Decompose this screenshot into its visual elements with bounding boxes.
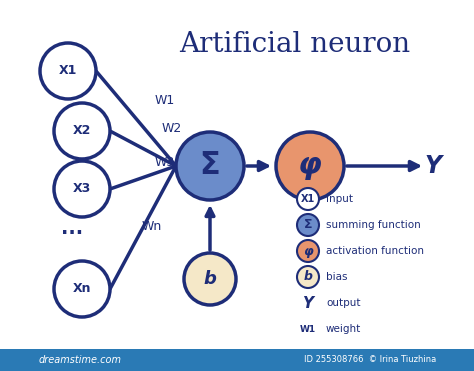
Text: X1: X1 [301, 194, 315, 204]
Text: Artificial neuron: Artificial neuron [180, 31, 410, 58]
Text: weight: weight [326, 324, 361, 334]
Text: Σ: Σ [200, 151, 220, 181]
Text: ···: ··· [61, 223, 83, 243]
Ellipse shape [54, 103, 110, 159]
Text: output: output [326, 298, 361, 308]
Ellipse shape [297, 266, 319, 288]
Text: summing function: summing function [326, 220, 421, 230]
Text: activation function: activation function [326, 246, 424, 256]
Text: b: b [303, 270, 312, 283]
Text: W1: W1 [300, 325, 316, 334]
Text: φ: φ [303, 244, 313, 257]
Text: input: input [326, 194, 353, 204]
Text: φ: φ [298, 151, 322, 181]
Text: W1: W1 [155, 95, 175, 108]
Text: Wn: Wn [142, 220, 162, 233]
Text: X2: X2 [73, 125, 91, 138]
Ellipse shape [54, 161, 110, 217]
Ellipse shape [297, 188, 319, 210]
Text: Y: Y [424, 154, 442, 178]
Text: W2: W2 [162, 122, 182, 135]
Text: Σ: Σ [304, 219, 312, 232]
Ellipse shape [176, 132, 244, 200]
Ellipse shape [184, 253, 236, 305]
Text: X1: X1 [59, 65, 77, 78]
Text: X3: X3 [73, 183, 91, 196]
Ellipse shape [297, 214, 319, 236]
Ellipse shape [276, 132, 344, 200]
Ellipse shape [40, 43, 96, 99]
Text: W3: W3 [155, 157, 175, 170]
Text: Xn: Xn [73, 282, 91, 295]
Text: Y: Y [302, 295, 313, 311]
Text: dreamstime.com: dreamstime.com [38, 355, 121, 365]
Text: bias: bias [326, 272, 347, 282]
FancyBboxPatch shape [0, 349, 474, 371]
Text: b: b [203, 270, 217, 288]
Ellipse shape [297, 240, 319, 262]
Ellipse shape [54, 261, 110, 317]
Text: ID 255308766  © Irina Tiuzhina: ID 255308766 © Irina Tiuzhina [304, 355, 436, 364]
